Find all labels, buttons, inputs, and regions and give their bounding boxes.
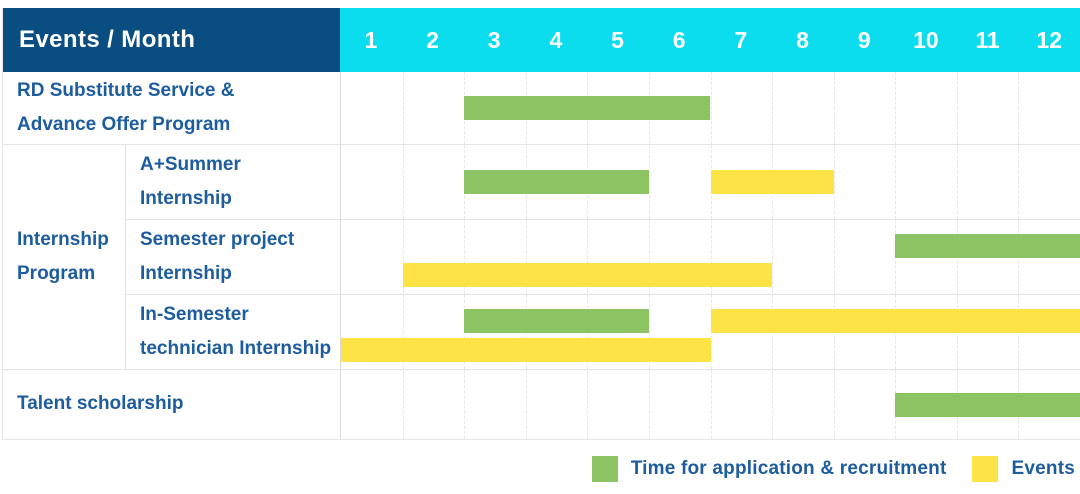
month-gridline: [710, 220, 712, 294]
gantt-bar-event: [402, 263, 773, 287]
month-gridline: [402, 72, 404, 144]
month-gridline: [772, 370, 774, 439]
gantt-bar-event: [710, 309, 1080, 333]
gantt-bar-event: [710, 170, 834, 194]
month-gridline: [895, 72, 897, 144]
group-internship-program: Internship Program A+Summer Internship S…: [3, 145, 1080, 370]
gantt-track-semester-project: [340, 220, 1080, 294]
legend: Time for application & recruitment Event…: [591, 456, 1075, 482]
month-gridline: [402, 295, 404, 369]
month-gridline: [525, 370, 527, 439]
month-gridline: [402, 220, 404, 294]
month-header-5: 5: [611, 26, 624, 53]
gantt-track-a-summer: [340, 145, 1080, 219]
month-header-12: 12: [1036, 26, 1063, 53]
month-gridline: [464, 220, 466, 294]
group-label-internship-program: Internship Program: [17, 228, 109, 284]
month-gridline: [587, 220, 589, 294]
gantt-bar-recruitment: [895, 392, 1080, 417]
month-gridline: [648, 370, 650, 439]
month-gridline: [587, 370, 589, 439]
gantt-track-in-semester: [340, 295, 1080, 369]
gantt-bar-recruitment: [464, 96, 711, 120]
month-gridline: [833, 145, 835, 219]
row-talent-scholarship: Talent scholarship: [3, 370, 1080, 439]
legend-recruitment-label: Time for application & recruitment: [630, 458, 947, 479]
month-gridline: [1018, 145, 1020, 219]
group-body: A+Summer Internship Semester project Int…: [125, 145, 1080, 369]
gantt-bar-recruitment: [895, 234, 1080, 258]
month-gridline: [648, 145, 650, 219]
month-header-7: 7: [734, 26, 748, 53]
row-label-rd-substitute: RD Substitute Service & Advance Offer Pr…: [17, 79, 235, 135]
month-header-3: 3: [487, 26, 501, 53]
month-gridline: [648, 295, 650, 369]
month-header-2: 2: [426, 26, 439, 53]
gantt-bar-event: [341, 338, 711, 362]
month-header-10: 10: [913, 26, 939, 53]
month-gridline: [833, 220, 835, 294]
legend-recruitment-swatch: [591, 456, 618, 482]
month-gridline: [833, 72, 835, 144]
header-title: Events / Month: [3, 8, 340, 72]
row-semester-project-internship: Semester project Internship: [125, 220, 1080, 295]
legend-events-swatch: [972, 456, 999, 482]
month-gridline: [710, 72, 712, 144]
month-gridline: [525, 220, 527, 294]
month-gridline: [956, 72, 958, 144]
row-a-summer-internship: A+Summer Internship: [125, 145, 1080, 220]
month-gridline: [464, 370, 466, 439]
gantt-track-talent-scholarship: [340, 370, 1080, 439]
month-gridline: [833, 370, 835, 439]
month-header-1: 1: [364, 26, 378, 53]
month-header-6: 6: [672, 26, 686, 53]
month-gridline: [402, 370, 404, 439]
legend-events-label: Events: [1011, 458, 1075, 479]
gantt-track-rd-substitute: [340, 72, 1080, 144]
month-header-4: 4: [549, 26, 563, 53]
month-gridline: [956, 145, 958, 219]
gantt-bar-recruitment: [464, 170, 649, 194]
legend-item-events: Events: [972, 456, 1075, 482]
row-in-semester-internship: In-Semester technician Internship: [125, 295, 1080, 369]
month-header-8: 8: [796, 26, 809, 53]
header-row: Events / Month 1 2 3 4 5 6 7 8 9 10 11 12: [3, 8, 1080, 72]
row-label-in-semester: In-Semester technician Internship: [125, 295, 340, 369]
schedule-table: Events / Month 1 2 3 4 5 6 7 8 9 10 11 12 RD Substi…: [2, 8, 1080, 440]
month-gridline: [772, 72, 774, 144]
month-header-9: 9: [857, 26, 871, 53]
row-rd-substitute: RD Substitute Service & Advance Offer Pr…: [3, 72, 1080, 145]
row-label-talent-scholarship: Talent scholarship: [17, 393, 184, 415]
month-gridline: [895, 145, 897, 219]
gantt-bar-recruitment: [464, 309, 649, 333]
row-label-semester-project: Semester project Internship: [125, 220, 340, 294]
month-gridline: [402, 145, 404, 219]
legend-item-recruitment: Time for application & recruitment: [591, 456, 947, 482]
month-header-row: 1 2 3 4 5 6 7 8 9 10 11 12: [340, 8, 1080, 72]
month-gridline: [1018, 72, 1020, 144]
month-gridline: [648, 220, 650, 294]
month-gridline: [772, 220, 774, 294]
row-label-a-summer: A+Summer Internship: [125, 145, 340, 219]
month-header-11: 11: [975, 26, 1000, 53]
month-gridline: [710, 370, 712, 439]
